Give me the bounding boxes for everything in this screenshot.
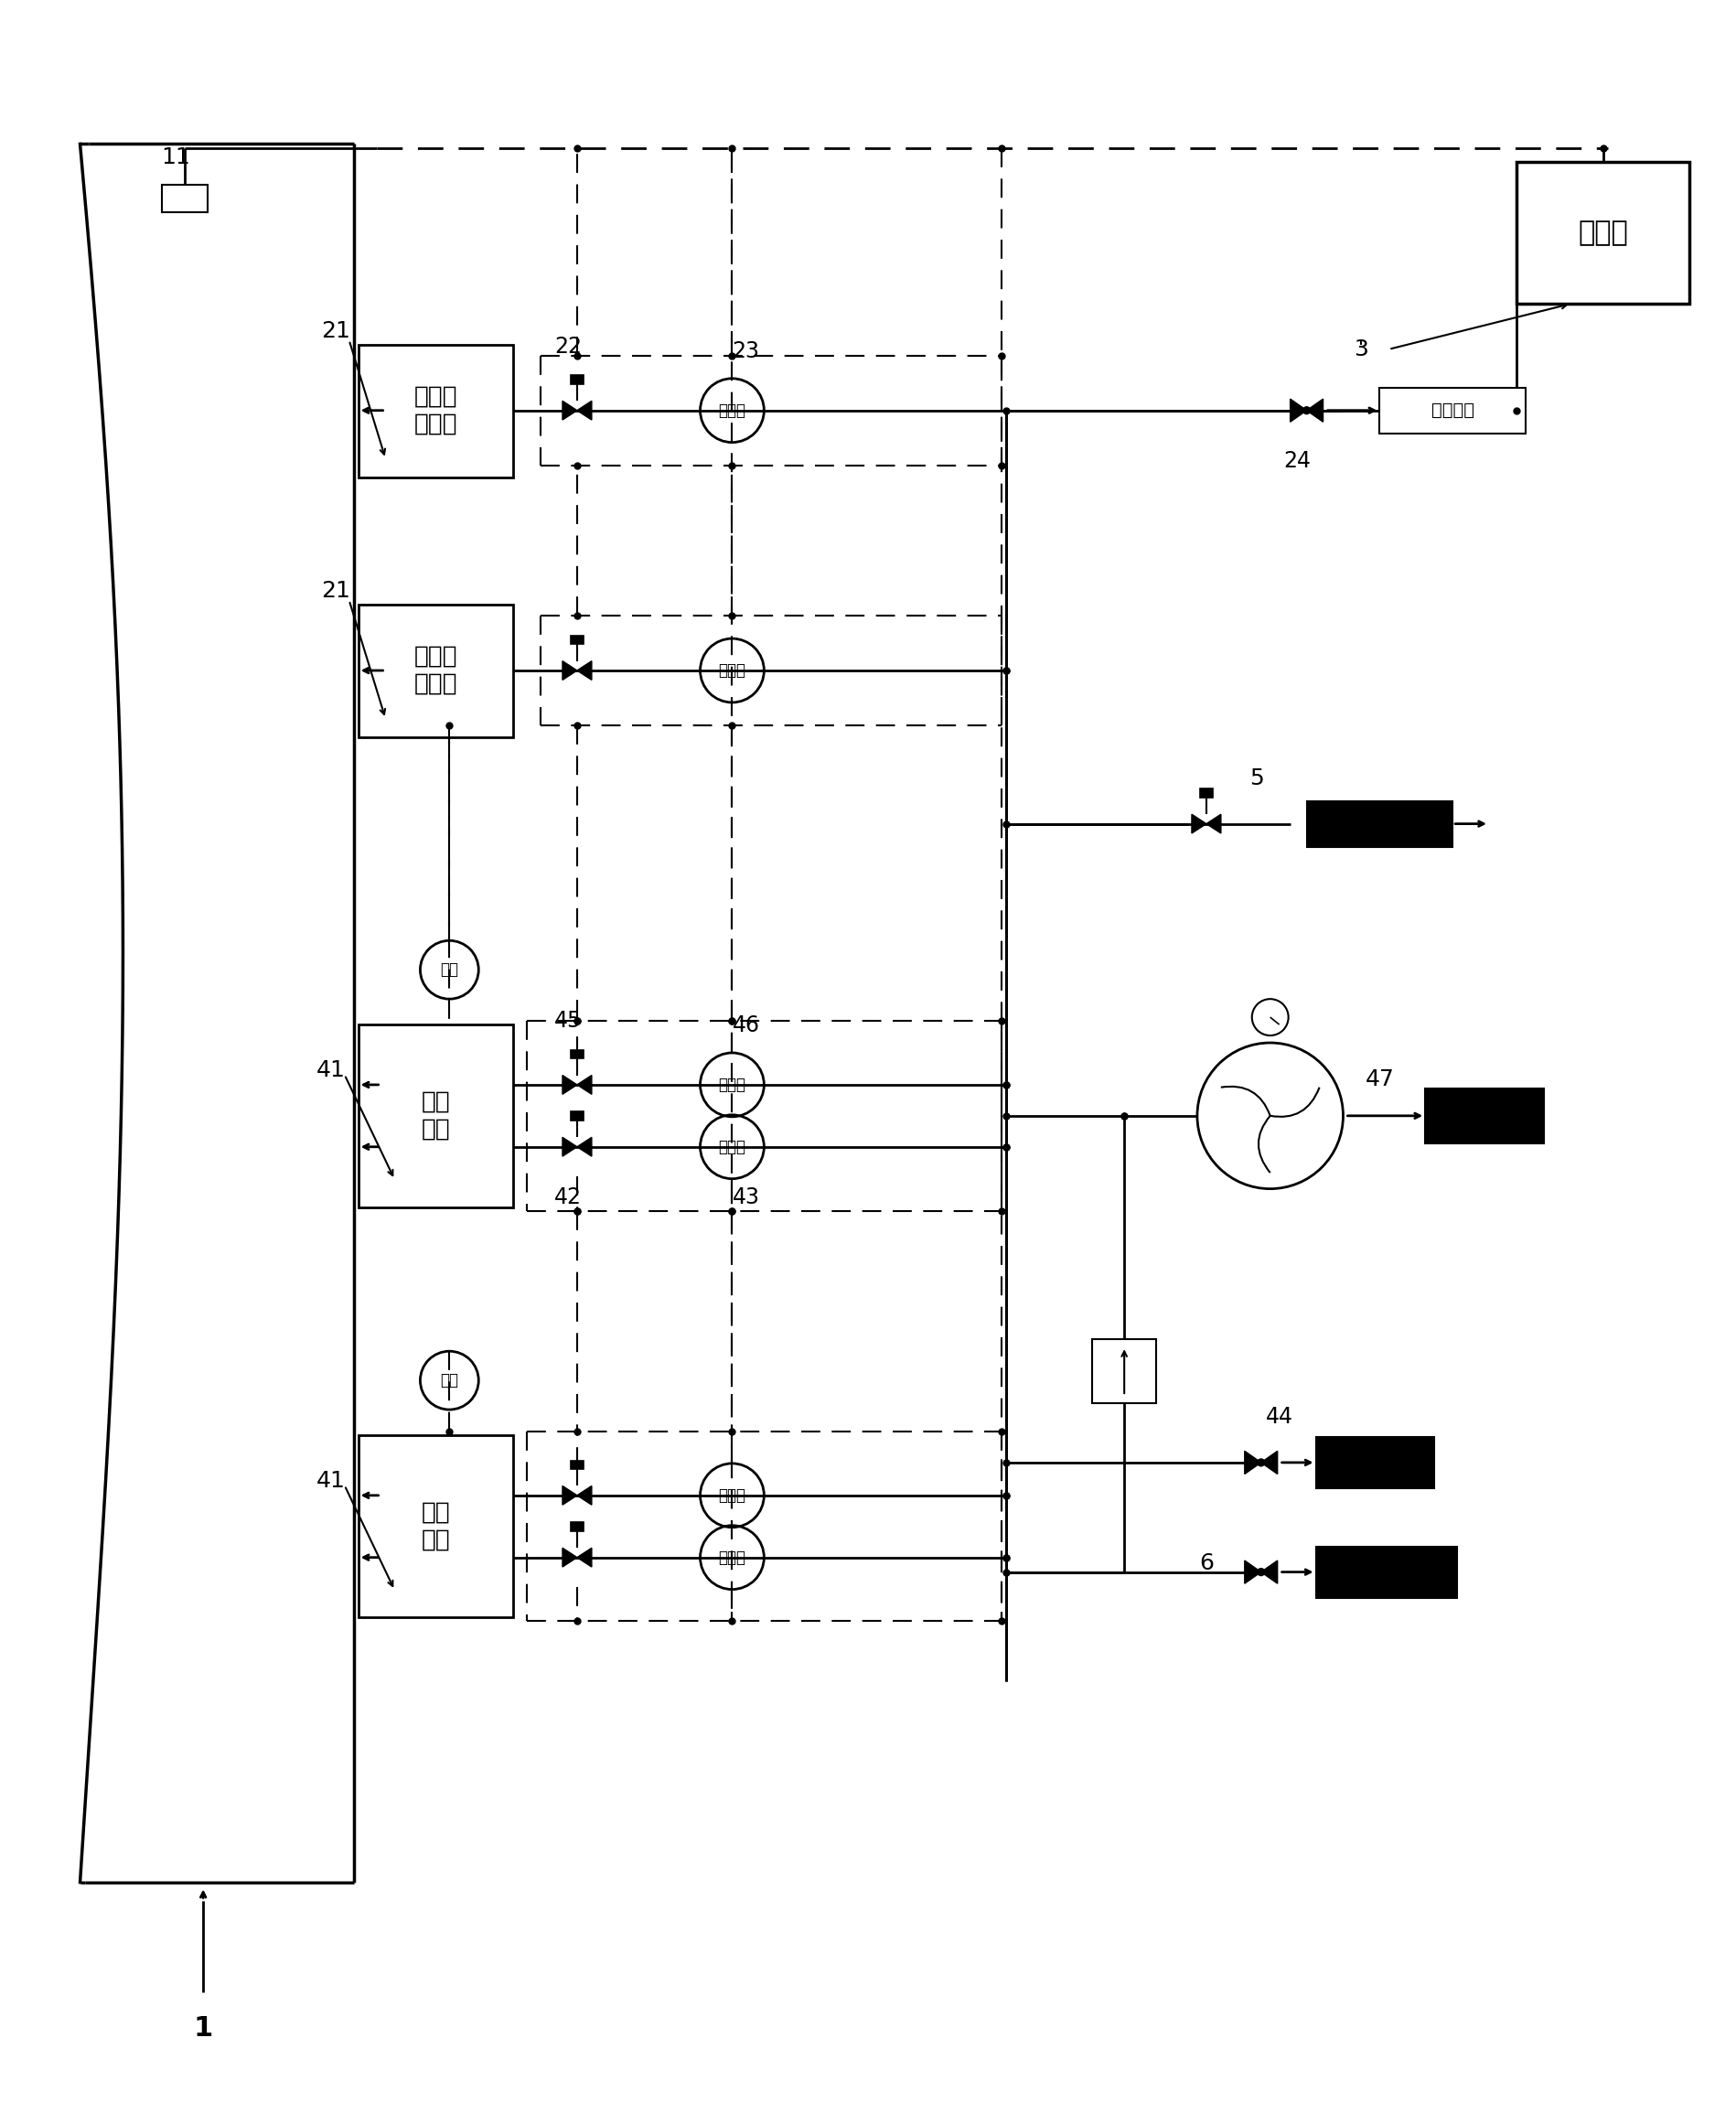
Bar xyxy=(571,376,583,385)
Text: 流量计: 流量计 xyxy=(719,401,746,418)
Polygon shape xyxy=(1245,1560,1260,1583)
Text: 废气排放: 废气排放 xyxy=(1359,816,1399,832)
Bar xyxy=(571,1461,583,1469)
Bar xyxy=(1307,801,1453,847)
Text: 流量计: 流量计 xyxy=(719,1076,746,1093)
Polygon shape xyxy=(576,660,592,679)
Text: 41: 41 xyxy=(316,1059,345,1080)
Text: 主控板: 主控板 xyxy=(1578,219,1628,246)
Polygon shape xyxy=(576,1137,592,1156)
Bar xyxy=(358,1024,514,1207)
Text: 46: 46 xyxy=(733,1015,760,1036)
Text: 火检: 火检 xyxy=(441,1373,458,1389)
Polygon shape xyxy=(1207,813,1220,832)
Text: 流量计: 流量计 xyxy=(719,662,746,679)
Text: 43: 43 xyxy=(733,1186,760,1209)
Bar xyxy=(358,1436,514,1619)
Text: 流量计: 流量计 xyxy=(719,1549,746,1566)
Text: 23: 23 xyxy=(733,341,760,362)
Text: 44: 44 xyxy=(1266,1406,1293,1427)
Bar xyxy=(1092,1339,1156,1404)
Text: 47: 47 xyxy=(1364,1068,1394,1091)
Polygon shape xyxy=(576,1486,592,1505)
Text: 1: 1 xyxy=(193,2016,214,2041)
Bar xyxy=(1517,162,1689,303)
Polygon shape xyxy=(562,1486,576,1505)
Polygon shape xyxy=(1307,399,1323,423)
Text: 22: 22 xyxy=(554,336,582,357)
Bar xyxy=(571,635,583,643)
Text: 6: 6 xyxy=(1200,1551,1213,1574)
Text: 24: 24 xyxy=(1285,450,1311,471)
Text: 45: 45 xyxy=(554,1009,582,1032)
Polygon shape xyxy=(562,660,576,679)
Polygon shape xyxy=(1260,1560,1278,1583)
Text: 空气: 空气 xyxy=(1474,1108,1495,1125)
Text: 21: 21 xyxy=(321,320,351,343)
Bar xyxy=(1316,1438,1434,1488)
Text: 燃气燃烧: 燃气燃烧 xyxy=(1368,1564,1406,1581)
Polygon shape xyxy=(1290,399,1307,423)
Text: 42: 42 xyxy=(554,1186,582,1209)
Text: 燃气
喷嘴: 燃气 喷嘴 xyxy=(422,1501,450,1551)
Text: 21: 21 xyxy=(321,580,351,601)
Polygon shape xyxy=(562,1076,576,1095)
Bar xyxy=(1200,788,1213,797)
Bar xyxy=(161,185,208,212)
Polygon shape xyxy=(576,401,592,420)
Polygon shape xyxy=(562,401,576,420)
Polygon shape xyxy=(576,1076,592,1095)
Bar xyxy=(1425,1089,1543,1143)
Text: 余热烟
气喷嘴: 余热烟 气喷嘴 xyxy=(413,645,458,696)
Text: 燃气
喷嘴: 燃气 喷嘴 xyxy=(422,1091,450,1141)
Text: 余热烟
气喷嘴: 余热烟 气喷嘴 xyxy=(413,385,458,435)
Bar xyxy=(358,345,514,477)
Bar xyxy=(571,1049,583,1059)
Text: 流量计: 流量计 xyxy=(719,1486,746,1503)
Text: 3: 3 xyxy=(1354,338,1368,359)
Polygon shape xyxy=(562,1137,576,1156)
Text: 火检: 火检 xyxy=(441,961,458,977)
Polygon shape xyxy=(1191,813,1207,832)
Polygon shape xyxy=(1245,1450,1260,1474)
Circle shape xyxy=(1304,408,1311,414)
Bar xyxy=(1316,1547,1457,1598)
Polygon shape xyxy=(1260,1450,1278,1474)
Polygon shape xyxy=(576,1547,592,1566)
Bar xyxy=(571,1522,583,1530)
Bar xyxy=(358,605,514,738)
Polygon shape xyxy=(562,1547,576,1566)
Text: 11: 11 xyxy=(161,147,191,168)
Text: 41: 41 xyxy=(316,1469,345,1492)
Text: 流量计: 流量计 xyxy=(719,1139,746,1154)
Bar xyxy=(571,1112,583,1120)
Circle shape xyxy=(1257,1459,1264,1467)
Text: 蒸气: 蒸气 xyxy=(1364,1455,1385,1471)
Text: 5: 5 xyxy=(1250,767,1264,788)
Circle shape xyxy=(1257,1568,1264,1576)
Bar xyxy=(1380,387,1526,433)
Text: 余热烟气: 余热烟气 xyxy=(1430,401,1474,418)
